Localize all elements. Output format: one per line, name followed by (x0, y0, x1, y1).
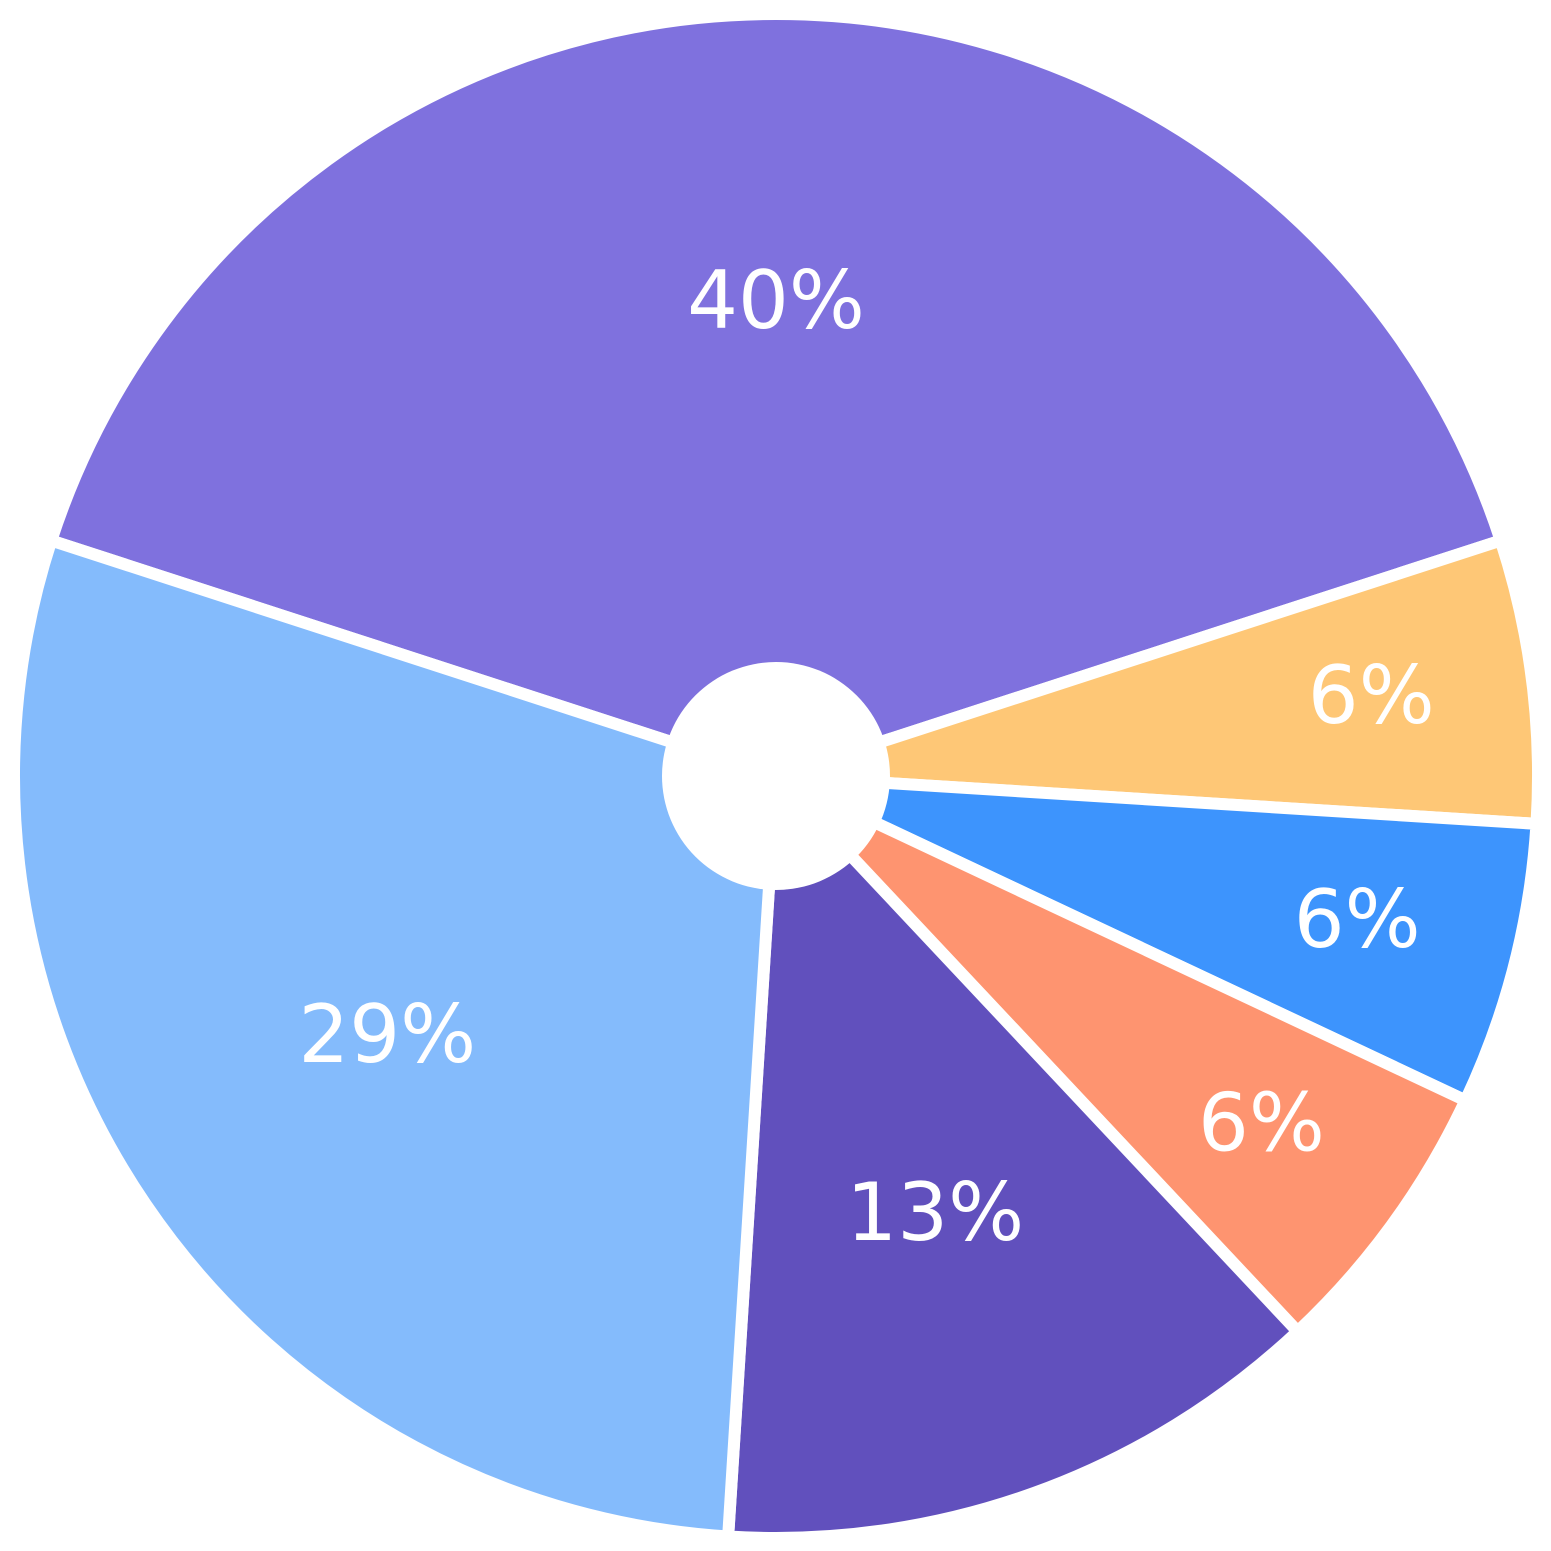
slice-label: 13% (846, 1166, 1024, 1259)
slice-label: 6% (1198, 1077, 1325, 1170)
slice-label: 29% (298, 988, 476, 1081)
pie-slice (770, 534, 1544, 830)
pie-slice (8, 534, 782, 1543)
center-hole (662, 662, 890, 890)
slice-label: 40% (687, 254, 865, 347)
pie-slice (722, 770, 1304, 1544)
pie-slice (770, 770, 1472, 1338)
slice-label: 6% (1294, 873, 1421, 966)
slice-label: 6% (1308, 649, 1435, 742)
pie-slice (45, 7, 1507, 782)
pie-slice (770, 770, 1543, 1107)
